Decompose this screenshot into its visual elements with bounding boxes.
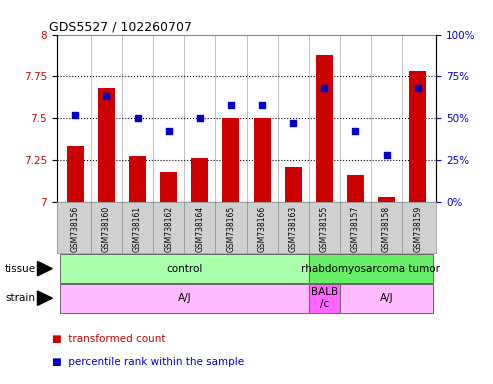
Point (103, 93, 110, 99)
Point (414, 85, 422, 91)
Text: A/J: A/J (380, 293, 393, 303)
Point (165, 128, 173, 134)
Text: A/J: A/J (177, 293, 191, 303)
Bar (129, 157, 146, 202)
Text: GSM738165: GSM738165 (226, 206, 236, 252)
Text: BALB
/c: BALB /c (311, 287, 338, 309)
Bar (309, 284, 340, 313)
Polygon shape (37, 291, 52, 305)
Bar (409, 71, 426, 202)
Bar (222, 118, 240, 202)
Text: tissue: tissue (5, 263, 36, 274)
Point (258, 102, 266, 108)
Text: GSM738155: GSM738155 (320, 206, 329, 252)
Text: GSM738166: GSM738166 (257, 206, 267, 252)
Bar (98, 88, 115, 202)
Point (320, 85, 328, 91)
Text: GSM738162: GSM738162 (164, 206, 173, 252)
Bar (309, 254, 433, 283)
Bar (191, 158, 209, 202)
Text: GDS5527 / 102260707: GDS5527 / 102260707 (49, 20, 192, 33)
Text: control: control (166, 263, 203, 274)
Text: rhabdomyosarcoma tumor: rhabdomyosarcoma tumor (301, 263, 440, 274)
Bar (60, 284, 309, 313)
Point (352, 128, 359, 134)
Polygon shape (37, 262, 52, 276)
Bar (284, 167, 302, 202)
Point (71, 112, 79, 118)
Point (134, 115, 141, 121)
Text: GSM738157: GSM738157 (351, 206, 360, 252)
Point (227, 102, 235, 108)
Text: strain: strain (5, 293, 35, 303)
Bar (340, 284, 433, 313)
Bar (60, 254, 309, 283)
Text: GSM738160: GSM738160 (102, 206, 111, 252)
Text: GSM738156: GSM738156 (71, 206, 80, 252)
Point (289, 120, 297, 126)
Bar (160, 172, 177, 202)
Text: GSM738163: GSM738163 (289, 206, 298, 252)
Bar (378, 197, 395, 202)
Text: GSM738164: GSM738164 (195, 206, 204, 252)
Text: ■  percentile rank within the sample: ■ percentile rank within the sample (52, 358, 244, 367)
Point (383, 152, 390, 158)
Bar (316, 55, 333, 202)
Text: ■  transformed count: ■ transformed count (52, 334, 165, 344)
Text: GSM738158: GSM738158 (382, 206, 391, 252)
Bar (253, 118, 271, 202)
Text: GSM738161: GSM738161 (133, 206, 142, 252)
Bar (67, 146, 84, 202)
Point (196, 115, 204, 121)
Text: GSM738159: GSM738159 (413, 206, 422, 252)
Bar (347, 175, 364, 202)
